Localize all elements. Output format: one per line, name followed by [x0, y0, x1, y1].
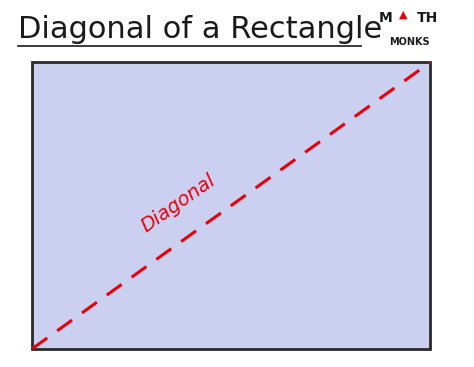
Bar — [32, 62, 430, 349]
Text: Diagonal: Diagonal — [137, 171, 219, 236]
Text: M: M — [379, 11, 393, 25]
Text: MONKS: MONKS — [389, 37, 429, 47]
Text: TH: TH — [417, 11, 438, 25]
Text: Diagonal of a Rectangle: Diagonal of a Rectangle — [18, 15, 383, 44]
Text: ▲: ▲ — [399, 9, 408, 19]
